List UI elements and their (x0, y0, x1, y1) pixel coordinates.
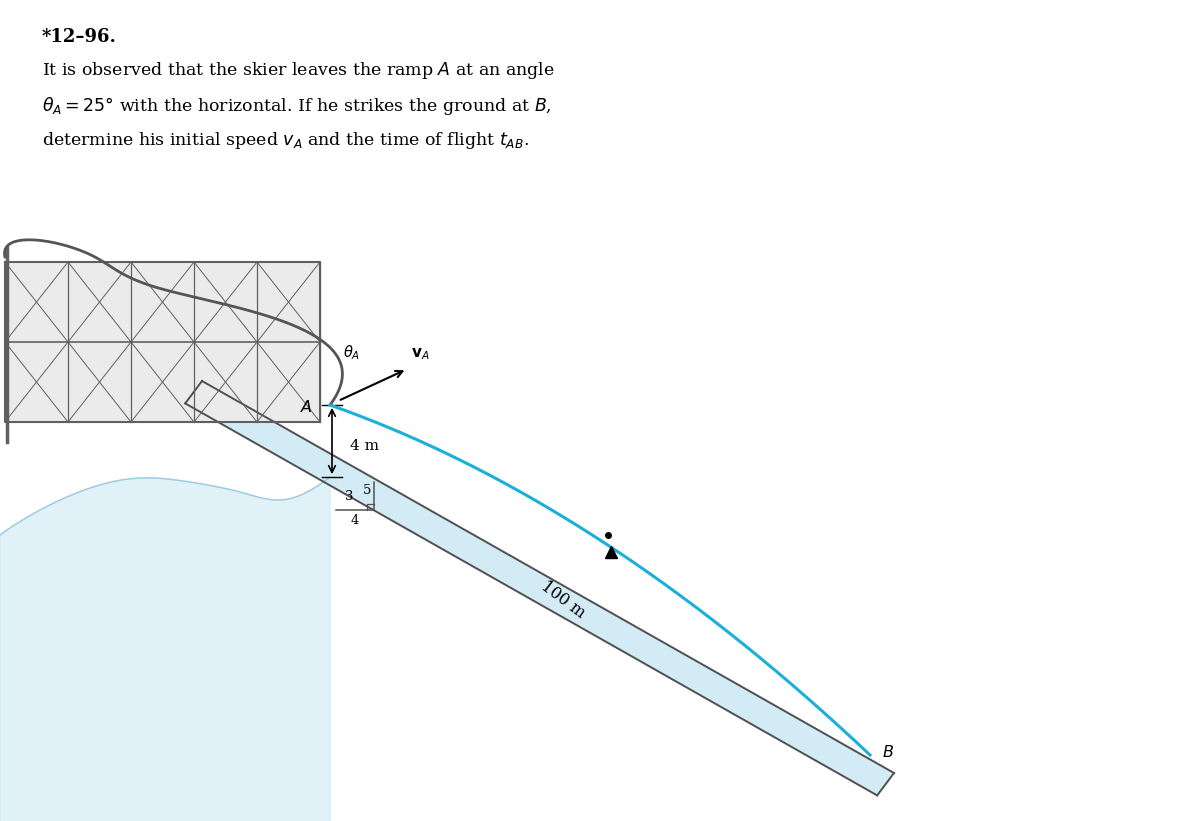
Text: $\theta_A = 25°$ with the horizontal. If he strikes the ground at $B$,: $\theta_A = 25°$ with the horizontal. If… (42, 95, 552, 117)
Text: determine his initial speed $v_A$ and the time of flight $t_{AB}$.: determine his initial speed $v_A$ and th… (42, 130, 529, 151)
Text: 3: 3 (344, 490, 353, 503)
Text: $B$: $B$ (882, 744, 894, 761)
Text: $\mathbf{v}_A$: $\mathbf{v}_A$ (412, 346, 430, 362)
Text: 4 m: 4 m (350, 439, 379, 453)
Text: It is observed that the skier leaves the ramp $A$ at an angle: It is observed that the skier leaves the… (42, 60, 554, 81)
Polygon shape (185, 381, 894, 796)
Text: 4: 4 (350, 514, 359, 527)
Polygon shape (5, 262, 320, 422)
Text: *12–96.: *12–96. (42, 28, 116, 46)
Polygon shape (0, 477, 330, 821)
Text: 100 m: 100 m (538, 578, 588, 622)
Text: $\theta_A$: $\theta_A$ (343, 343, 360, 362)
Text: $A$: $A$ (300, 399, 313, 416)
Text: 5: 5 (362, 484, 371, 498)
